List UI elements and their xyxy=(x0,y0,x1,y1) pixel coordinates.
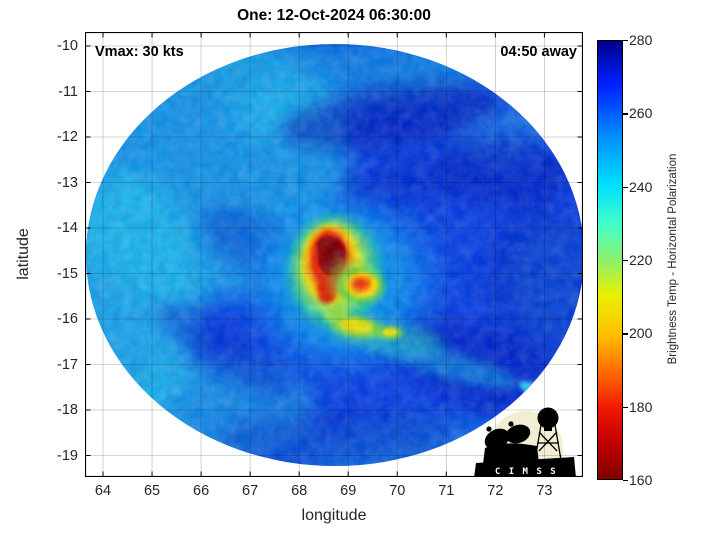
x-tick-label: 68 xyxy=(291,483,308,499)
axes-border xyxy=(85,32,583,477)
x-axis-label: longitude xyxy=(301,507,367,524)
plot-title: One: 12-Oct-2024 06:30:00 xyxy=(237,7,431,24)
logo-text: C I M S S xyxy=(495,467,557,477)
colorbar-tick xyxy=(623,480,628,482)
colorbar-tick xyxy=(623,40,628,42)
colorbar-tick xyxy=(623,333,628,335)
x-tick-label: 73 xyxy=(536,483,553,499)
y-tick-label: -10 xyxy=(57,38,78,54)
y-axis-label: latitude xyxy=(15,228,32,280)
y-tick-label: -16 xyxy=(57,311,78,327)
y-tick-label: -18 xyxy=(57,402,78,418)
colorbar-tick xyxy=(623,186,628,188)
colorbar-tick-label: 240 xyxy=(629,178,653,195)
y-tick-label: -11 xyxy=(58,83,78,100)
colorbar-tick-label: 280 xyxy=(629,32,653,48)
observation-disk xyxy=(86,44,583,466)
noise-overlay-dark xyxy=(86,44,583,466)
x-tick-label: 72 xyxy=(487,483,504,499)
satellite-dishes-icon xyxy=(483,421,539,464)
colorbar-tick-label: 220 xyxy=(629,252,653,268)
storm-image: C I M S S xyxy=(85,32,583,477)
y-tick-label: -12 xyxy=(57,129,78,145)
colorbar-tick xyxy=(623,113,628,115)
colorbar xyxy=(597,40,623,480)
water-tower-tank xyxy=(537,407,559,429)
x-tick-label: 70 xyxy=(389,483,406,499)
x-tick-label: 65 xyxy=(143,483,161,499)
colorbar-label: Brightness Temp - Horizontal Polarizatio… xyxy=(667,153,679,365)
logo-banner xyxy=(474,457,576,477)
colorbar-tick xyxy=(623,406,628,408)
colorbar-tick-label: 260 xyxy=(629,105,653,122)
y-tick-label: -19 xyxy=(57,447,78,464)
x-tick-label: 71 xyxy=(438,483,455,499)
y-tick-label: -14 xyxy=(57,220,78,236)
colorbar-tick-label: 160 xyxy=(629,472,653,488)
x-tick-label: 69 xyxy=(340,483,357,499)
plot-area: C I M S S xyxy=(85,32,583,477)
cimss-logo: C I M S S xyxy=(474,407,576,477)
x-tick-label: 64 xyxy=(94,483,112,499)
water-tower-neck xyxy=(544,427,552,431)
y-tick-label: -17 xyxy=(57,356,78,373)
colorbar-tick-label: 180 xyxy=(629,398,653,415)
eta-annotation: 04:50 away xyxy=(500,44,577,60)
colorbar-tick xyxy=(623,260,628,262)
y-tick-label: -15 xyxy=(57,265,78,282)
vmax-annotation: Vmax: 30 kts xyxy=(95,44,184,60)
y-tick-label: -13 xyxy=(57,174,78,191)
x-tick-label: 66 xyxy=(193,483,210,499)
colorbar-tick-label: 200 xyxy=(629,325,653,342)
water-tower-icon xyxy=(534,424,562,461)
x-tick-label: 67 xyxy=(242,483,259,499)
gridlines xyxy=(85,32,583,477)
